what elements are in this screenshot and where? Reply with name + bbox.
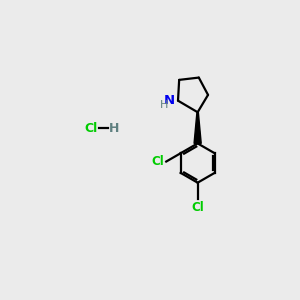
Text: H: H — [109, 122, 119, 135]
Text: H: H — [160, 100, 168, 110]
Text: Cl: Cl — [191, 201, 204, 214]
Text: Cl: Cl — [85, 122, 98, 135]
Text: Cl: Cl — [152, 155, 164, 168]
Text: N: N — [164, 94, 175, 107]
Polygon shape — [194, 112, 201, 143]
